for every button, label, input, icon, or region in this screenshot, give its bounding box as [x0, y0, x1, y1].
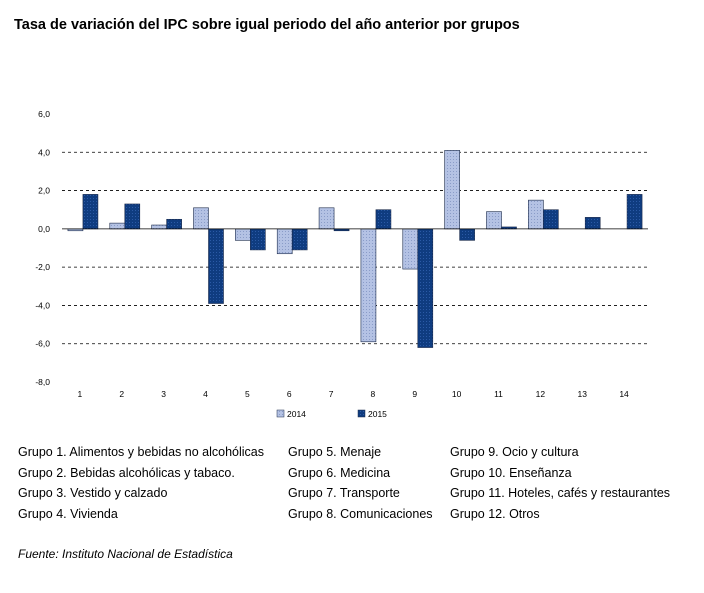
y-tick-label: 4,0	[38, 147, 50, 157]
legend-label: 2015	[368, 409, 387, 419]
chart-title: Tasa de variación del IPC sobre igual pe…	[14, 17, 520, 33]
y-tick-label: 6,0	[38, 109, 50, 119]
legend-label: 2014	[287, 409, 306, 419]
bar-2015-3	[166, 218, 182, 230]
bar-2014-10	[444, 150, 460, 230]
legend-swatch-2014	[276, 409, 285, 418]
bar-2015-5	[250, 228, 266, 251]
group-label: Grupo 7. Transporte	[288, 486, 400, 500]
group-label: Grupo 10. Enseñanza	[450, 465, 572, 480]
bar-2015-2	[124, 203, 141, 230]
bar-2014-3	[151, 224, 167, 230]
y-tick-label: 2,0	[38, 186, 50, 196]
group-label: Grupo 3. Vestido y calzado	[18, 486, 168, 500]
bar-2014-11	[486, 211, 502, 230]
y-tick-label: -2,0	[35, 262, 50, 272]
group-label: Grupo 9. Ocio y cultura	[450, 445, 579, 459]
y-tick-label: 0,0	[38, 224, 50, 234]
bar-chart: 6,04,02,00,0-2,0-4,0-6,0-8,01 2 3 4 5 6 7 8 9 10 1…	[35, 109, 648, 419]
bar-2014-4	[193, 207, 209, 230]
x-tick-label: 10	[452, 389, 462, 399]
group-column-2: Grupo 5. Menaje Grupo 6. Medicina Grupo …	[288, 444, 433, 526]
bar-2014-7	[318, 207, 335, 230]
y-tick-label: -4,0	[35, 300, 50, 310]
x-tick-label: 6	[287, 389, 292, 399]
group-label: Grupo 12. Otros	[450, 506, 540, 521]
x-tick-label: 9	[412, 389, 417, 399]
bar-2014-12	[528, 199, 544, 230]
group-column-1: Grupo 1. Alimentos y bebidas no alcohóli…	[18, 444, 264, 526]
x-tick-label: 8	[371, 389, 376, 399]
bar-2014-5	[235, 228, 251, 241]
group-label: Grupo 5. Menaje	[288, 445, 382, 459]
bar-2015-9	[417, 228, 434, 348]
bar-2014-9	[402, 228, 419, 270]
legend-swatch-2015	[357, 409, 366, 418]
x-tick-label: 5	[245, 389, 250, 399]
bar-2014-8	[360, 228, 377, 343]
group-column-3: Grupo 9. Ocio y cultura Grupo 10. Enseña…	[450, 444, 670, 526]
bar-2015-1	[82, 194, 99, 230]
source-note: Fuente: Instituto Nacional de Estadístic…	[18, 547, 233, 561]
y-tick-label: -8,0	[35, 377, 50, 387]
bar-2015-13	[584, 217, 601, 230]
bar-2015-6	[291, 228, 308, 251]
x-tick-label: 13	[577, 389, 587, 399]
y-tick-label: -6,0	[35, 339, 50, 349]
x-tick-label: 1	[78, 389, 83, 399]
bar-2014-2	[109, 222, 126, 230]
group-label: Grupo 11. Hoteles, cafés y restaurantes	[450, 486, 671, 500]
group-label: Grupo 2. Bebidas alcohólicas y tabaco.	[18, 465, 235, 480]
x-tick-label: 14	[619, 389, 629, 399]
x-tick-label: 2	[119, 389, 124, 399]
x-tick-label: 3	[161, 389, 166, 399]
bar-2015-14	[626, 194, 643, 230]
x-tick-label: 11	[494, 389, 503, 399]
bar-2015-4	[208, 228, 224, 304]
bar-2015-12	[543, 209, 559, 230]
group-label: Grupo 8. Comunicaciones	[288, 506, 433, 521]
bar-2015-10	[459, 228, 475, 241]
x-tick-label: 4	[203, 389, 208, 399]
group-label: Grupo 6. Medicina	[288, 465, 391, 480]
x-tick-label: 12	[536, 389, 546, 399]
group-label: Grupo 1. Alimentos y bebidas no alcohóli…	[18, 445, 264, 459]
bar-2015-8	[375, 209, 392, 230]
group-label: Grupo 4. Vivienda	[18, 506, 118, 521]
bar-2014-6	[276, 228, 293, 255]
x-tick-label: 7	[329, 389, 334, 399]
